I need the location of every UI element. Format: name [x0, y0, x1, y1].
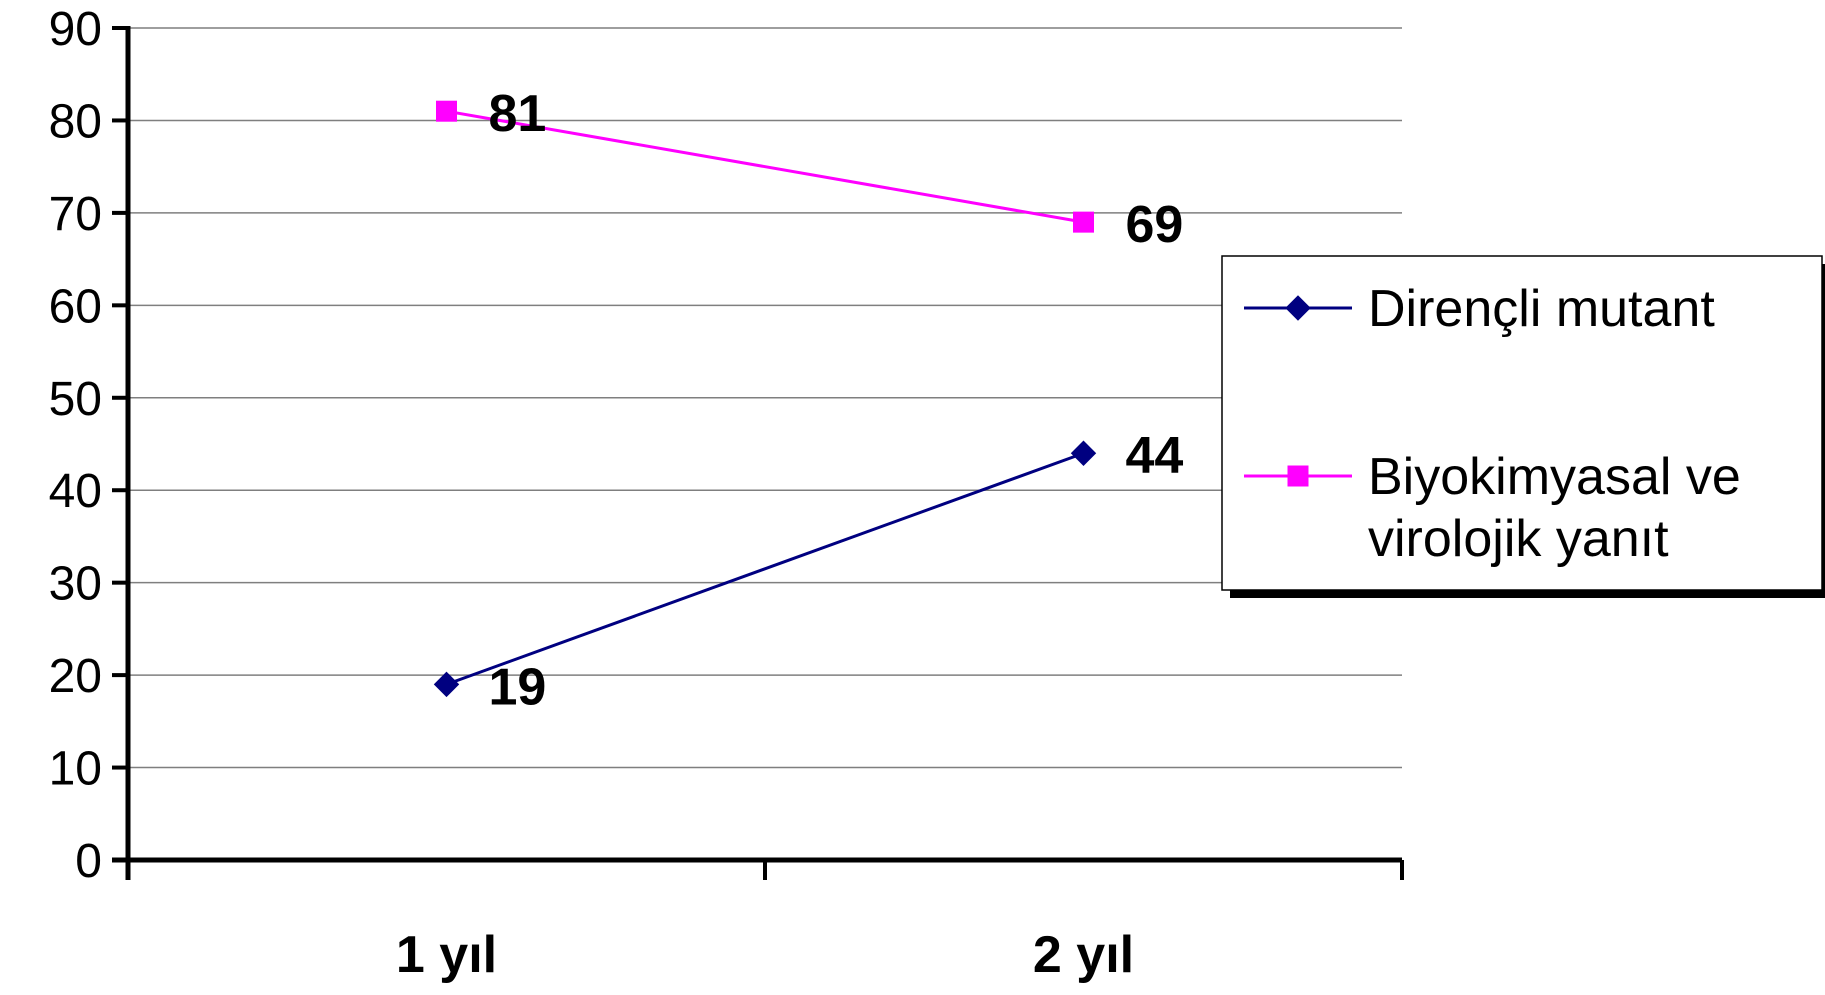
data-label: 44: [1126, 427, 1184, 485]
data-point-marker: [1070, 440, 1097, 466]
data-label: 81: [489, 85, 547, 143]
y-tick-label: 90: [49, 3, 102, 56]
data-label: 69: [1126, 196, 1184, 254]
legend-swatch-marker: [1287, 465, 1309, 487]
legend-swatch-marker: [1285, 295, 1311, 321]
legend-box: [1221, 255, 1823, 591]
axes: 0 10 20 30 40 50 60 70 80 90 1 yıl 2 yıl: [49, 3, 1404, 984]
gridlines: [128, 27, 1402, 769]
y-tick-label: 0: [75, 835, 102, 888]
series-line-1: [445, 451, 1085, 686]
series-lines: [433, 100, 1097, 698]
y-tick-label: 70: [49, 188, 102, 241]
y-tick-label: 60: [49, 280, 102, 333]
data-label: 19: [489, 658, 547, 716]
x-tick-label: 2 yıl: [1033, 926, 1134, 984]
y-tick-label: 20: [49, 650, 102, 703]
legend: Dirençli mutant Biyokimyasal vevirolojik …: [1221, 255, 1825, 598]
legend-label: Dirençli mutant: [1368, 280, 1715, 338]
x-tick-label: 1 yıl: [396, 926, 497, 984]
y-tick-label: 10: [49, 743, 102, 796]
y-tick-label: 30: [49, 558, 102, 611]
series-line-2: [446, 109, 1084, 224]
legend-label: Biyokimyasal ve: [1368, 448, 1741, 506]
data-point-marker: [433, 671, 460, 698]
y-tick-label: 50: [49, 373, 102, 426]
y-tick-label: 40: [49, 465, 102, 518]
y-tick-label: 80: [49, 95, 102, 148]
data-point-marker: [436, 100, 457, 122]
data-point-marker: [1073, 211, 1094, 233]
data-labels: 19 44 81 69: [489, 85, 1184, 716]
legend-label: virolojik yanıt: [1368, 510, 1669, 568]
